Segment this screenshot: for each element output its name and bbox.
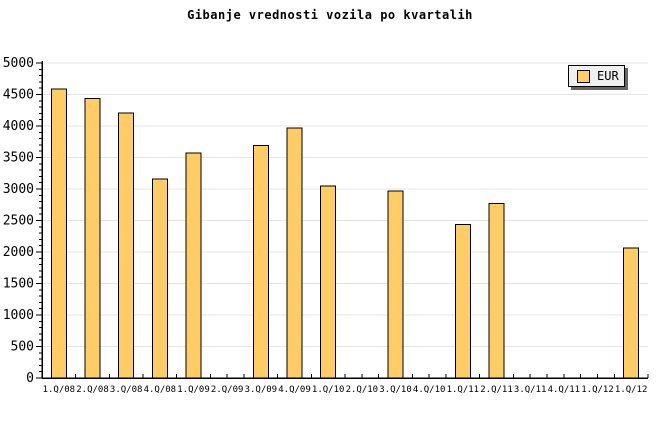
y-tick-label: 3000 — [3, 182, 34, 197]
y-tick-label: 3500 — [3, 151, 34, 166]
x-tick-label: 2.Q/10 — [346, 385, 379, 395]
x-tick-label: 4.Q/08 — [144, 385, 177, 395]
bar — [623, 247, 640, 379]
y-tick-label: 4500 — [3, 88, 34, 103]
bar — [185, 152, 202, 379]
x-tick-label: 1.Q/10 — [312, 385, 345, 395]
x-tick-label: 1.Q/12 — [581, 385, 614, 395]
legend: EUR — [568, 65, 625, 87]
chart-title: Gibanje vrednosti vozila po kvartalih — [187, 8, 473, 22]
x-tick-label: 1.Q/11 — [447, 385, 480, 395]
y-tick-label: 5000 — [3, 56, 34, 71]
y-tick-label: 4000 — [3, 119, 34, 134]
bar — [252, 145, 269, 379]
bar — [454, 223, 471, 379]
y-tick-label: 2000 — [3, 245, 34, 260]
x-tick-label: 3.Q/08 — [110, 385, 143, 395]
x-tick-label: 4.Q/09 — [278, 385, 311, 395]
bar — [50, 88, 67, 379]
bar — [151, 178, 168, 379]
x-tick-label: 2.Q/09 — [211, 385, 244, 395]
bar — [488, 202, 505, 379]
x-tick-label: 1.Q/09 — [177, 385, 210, 395]
x-tick-label: 2.Q/08 — [76, 385, 109, 395]
y-tick-label: 1500 — [3, 277, 34, 292]
bar — [84, 97, 101, 379]
x-tick-label: 3.Q/09 — [245, 385, 278, 395]
y-tick-label: 2500 — [3, 214, 34, 229]
x-tick-label: 1.Q/12 — [615, 385, 648, 395]
bar — [387, 190, 404, 379]
x-tick-label: 3.Q/10 — [379, 385, 412, 395]
y-tick-label: 0 — [26, 371, 34, 386]
x-tick-label: 4.Q/10 — [413, 385, 446, 395]
bar — [286, 127, 303, 379]
legend-swatch-icon — [577, 69, 590, 83]
bar — [320, 185, 337, 379]
x-tick-label: 2.Q/11 — [480, 385, 513, 395]
x-tick-label: 4.Q/11 — [548, 385, 581, 395]
y-tick-label: 1000 — [3, 308, 34, 323]
x-tick-label: 3.Q/11 — [514, 385, 547, 395]
bar — [118, 112, 135, 379]
x-tick-label: 1.Q/08 — [43, 385, 76, 395]
y-tick-label: 500 — [11, 340, 34, 355]
legend-label: EUR — [597, 69, 619, 83]
